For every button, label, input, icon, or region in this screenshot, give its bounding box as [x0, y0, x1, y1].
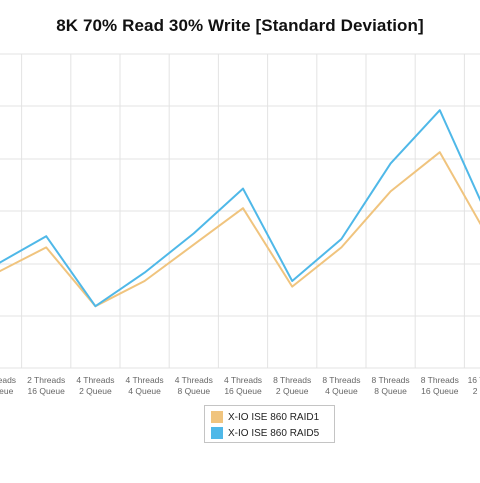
series-line-raid1 [0, 151, 480, 308]
legend-item-raid5: X-IO ISE 860 RAID5 [211, 425, 334, 441]
legend-label-raid5: X-IO ISE 860 RAID5 [228, 427, 320, 439]
chart-title: 8K 70% Read 30% Write [Standard Deviatio… [56, 16, 424, 35]
legend-label-raid1: X-IO ISE 860 RAID1 [228, 411, 320, 423]
x-tick-label: 8 Threads 16 Queue [421, 375, 459, 396]
legend-swatch-raid1 [211, 411, 223, 423]
series-layer [0, 109, 480, 308]
x-tick-label: 8 Threads 4 Queue [322, 375, 360, 396]
x-tick-label: 4 Threads 2 Queue [76, 375, 114, 396]
legend: X-IO ISE 860 RAID1 X-IO ISE 860 RAID5 [204, 405, 335, 443]
x-tick-label: 8 Threads 8 Queue [372, 375, 410, 396]
legend-item-raid1: X-IO ISE 860 RAID1 [211, 409, 334, 425]
legend-swatch-raid5 [211, 427, 223, 439]
x-tick-label: 4 Threads 16 Queue [224, 375, 262, 396]
x-tick-label: 4 Threads 8 Queue [175, 375, 213, 396]
x-tick-label: 4 Threads 4 Queue [126, 375, 164, 396]
x-tick-label: 8 Threads 2 Queue [273, 375, 311, 396]
x-tick-label: 2 Threads 16 Queue [27, 375, 65, 396]
series-line-raid5 [0, 109, 480, 308]
